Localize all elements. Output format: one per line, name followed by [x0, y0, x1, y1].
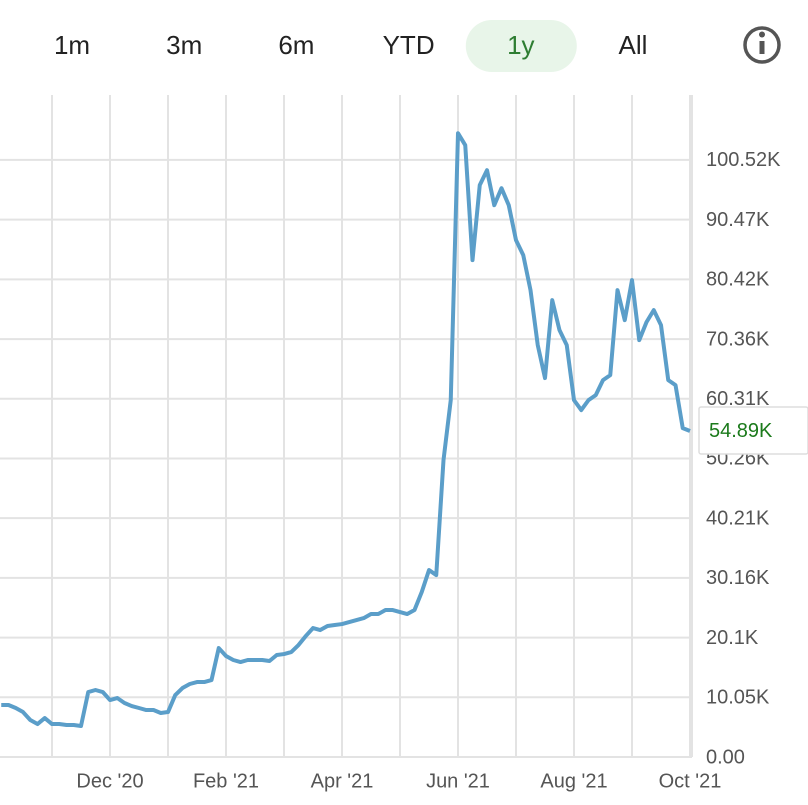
info-button[interactable] — [743, 26, 781, 64]
x-tick-label: Aug '21 — [540, 770, 607, 792]
x-tick-label: Dec '20 — [76, 770, 143, 792]
tab[interactable]: 6m — [278, 30, 314, 60]
y-tick-label: 100.52K — [706, 149, 781, 171]
x-tick-label: Oct '21 — [659, 770, 722, 792]
y-tick-label: 0.00 — [706, 746, 745, 768]
y-tick-label: 60.31K — [706, 388, 770, 410]
tab-selected-bg[interactable] — [465, 20, 577, 72]
current-value-badge — [698, 406, 808, 455]
y-tick-label: 10.05K — [706, 687, 770, 709]
x-tick-label: Jun '21 — [426, 770, 490, 792]
tab[interactable]: 1y — [507, 30, 534, 60]
tab[interactable]: All — [619, 30, 648, 60]
x-tick-label: Apr '21 — [311, 770, 374, 792]
tab[interactable]: 1m — [54, 30, 90, 60]
info-icon-bar — [759, 41, 765, 54]
current-value-label: 54.89K — [709, 420, 773, 442]
y-tick-label: 20.1K — [706, 627, 759, 649]
y-tick-label: 80.42K — [706, 269, 770, 291]
tab[interactable]: YTD — [383, 30, 435, 60]
tab[interactable]: 3m — [166, 30, 202, 60]
x-tick-label: Feb '21 — [193, 770, 259, 792]
y-tick-label: 70.36K — [706, 328, 770, 350]
price-line — [1, 131, 691, 728]
info-icon[interactable] — [743, 26, 781, 64]
y-tick-label: 30.16K — [706, 567, 770, 589]
y-tick-label: 40.21K — [706, 507, 770, 529]
y-tick-label: 90.47K — [706, 209, 770, 231]
info-icon-dot — [759, 31, 765, 38]
